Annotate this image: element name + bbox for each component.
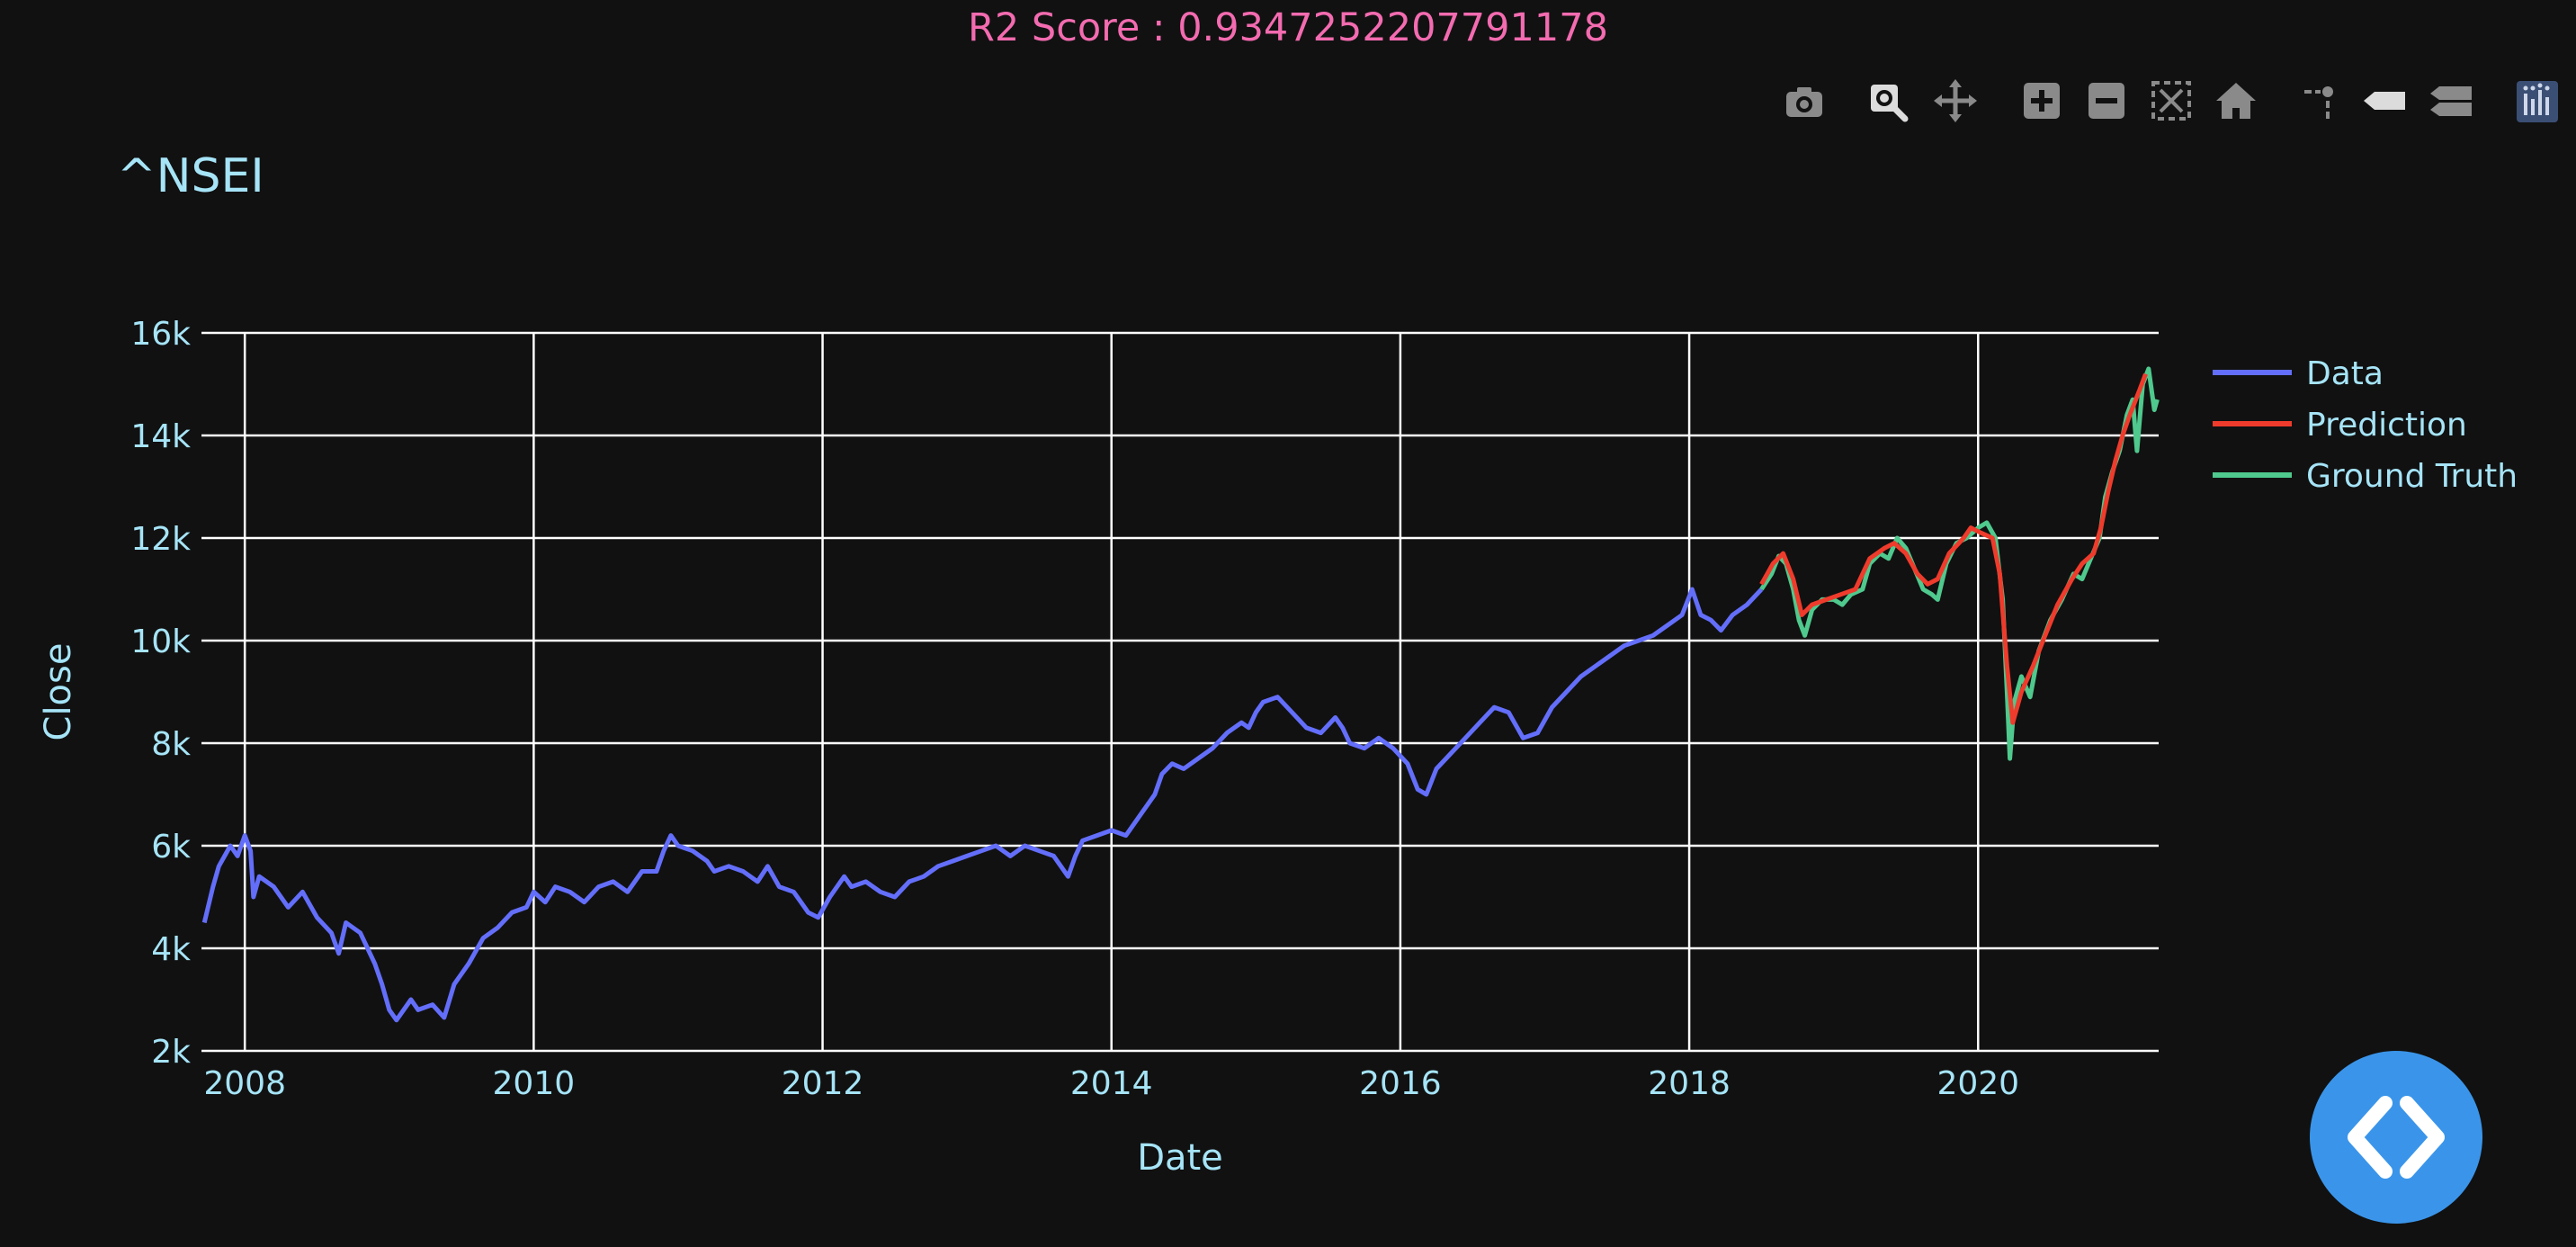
zoom-icon[interactable] bbox=[1864, 74, 1914, 128]
legend-label: Prediction bbox=[2306, 407, 2467, 444]
hover-closest-icon[interactable] bbox=[2360, 74, 2411, 128]
y-tick-label: 16k bbox=[130, 316, 191, 353]
x-tick-label: 2012 bbox=[782, 1065, 864, 1102]
y-tick-label: 6k bbox=[151, 829, 191, 866]
camera-icon[interactable] bbox=[1779, 74, 1829, 128]
x-tick-label: 2014 bbox=[1070, 1065, 1153, 1102]
reset-axes-icon[interactable] bbox=[2211, 74, 2261, 128]
y-tick-label: 12k bbox=[130, 521, 191, 558]
pan-icon[interactable] bbox=[1930, 74, 1981, 128]
x-tick-label: 2018 bbox=[1648, 1065, 1731, 1102]
y-tick-label: 8k bbox=[151, 726, 191, 763]
x-tick-label: 2016 bbox=[1359, 1065, 1442, 1102]
modebar bbox=[0, 74, 2576, 128]
series-line-ground-truth bbox=[1759, 366, 2160, 761]
legend-label: Data bbox=[2306, 355, 2384, 392]
x-tick-label: 2008 bbox=[203, 1065, 286, 1102]
series-line-prediction bbox=[1759, 372, 2148, 725]
autoscale-icon[interactable] bbox=[2146, 74, 2196, 128]
y-axis-title: Close bbox=[38, 643, 79, 741]
y-tick-label: 4k bbox=[151, 931, 191, 968]
plotly-logo-icon[interactable] bbox=[2513, 74, 2563, 128]
chart-title: ^NSEI bbox=[117, 149, 264, 203]
hover-compare-icon[interactable] bbox=[2427, 74, 2477, 128]
y-tick-label: 10k bbox=[130, 624, 191, 660]
x-tick-label: 2020 bbox=[1936, 1065, 2019, 1102]
x-tick-label: 2010 bbox=[493, 1065, 576, 1102]
zoom-in-icon[interactable] bbox=[2017, 74, 2067, 128]
series-line-data bbox=[201, 587, 1764, 1023]
code-icon bbox=[2348, 1096, 2445, 1179]
y-tick-label: 2k bbox=[151, 1034, 191, 1071]
legend-label: Ground Truth bbox=[2306, 458, 2518, 495]
r2-score-label: R2 Score : 0.9347252207791178 bbox=[968, 5, 1608, 50]
code-toggle-button[interactable] bbox=[2310, 1051, 2482, 1224]
spike-lines-icon[interactable] bbox=[2292, 74, 2342, 128]
y-tick-label: 14k bbox=[130, 418, 191, 455]
x-axis-title: Date bbox=[1137, 1137, 1223, 1179]
zoom-out-icon[interactable] bbox=[2081, 74, 2132, 128]
